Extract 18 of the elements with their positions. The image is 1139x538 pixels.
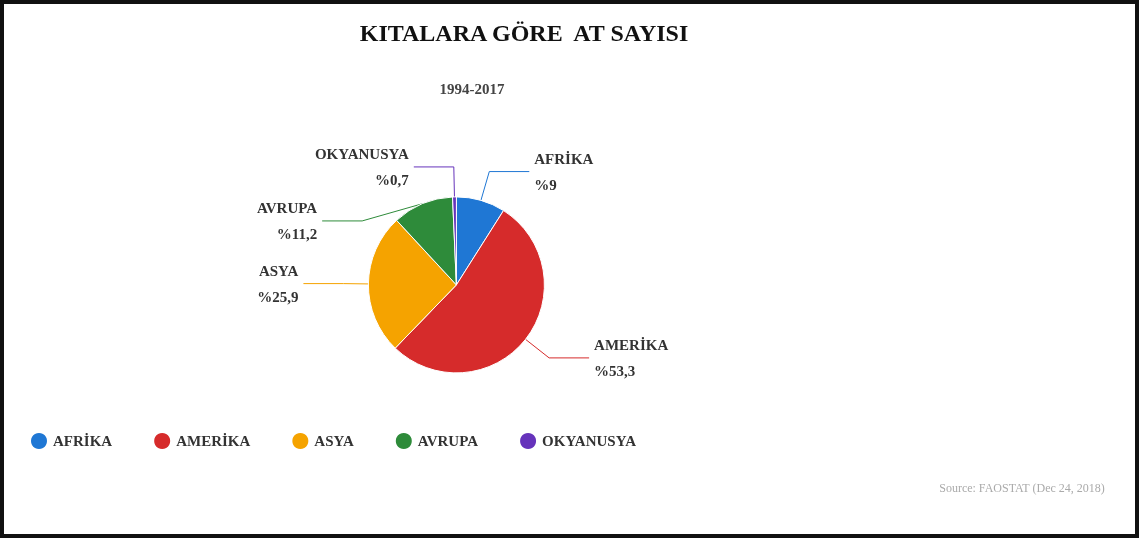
legend-label: AVRUPA	[417, 433, 479, 449]
slice-label: AMERİKA	[594, 336, 669, 353]
data-label: %25,9	[257, 288, 299, 305]
source-note: Source: FAOSTAT (Dec 24, 2018)	[939, 481, 1105, 495]
slice-label: ASYA	[258, 262, 299, 279]
legend-label: OKYANUSYA	[542, 433, 637, 449]
data-label: %0,7	[375, 171, 410, 188]
slice-label: AFRİKA	[534, 150, 594, 167]
legend-label: AMERİKA	[176, 433, 251, 449]
legend-label: ASYA	[314, 433, 354, 449]
data-label: %11,2	[276, 225, 318, 242]
chart-title: KITALARA GÖRE AT SAYISI	[359, 20, 689, 46]
slice-label: OKYANUSYA	[314, 145, 409, 162]
data-label: %9	[534, 176, 557, 193]
chart-subtitle: 1994-2017	[439, 80, 505, 97]
data-label: %53,3	[594, 362, 636, 379]
legend-label: AFRİKA	[53, 433, 113, 449]
slice-label: AVRUPA	[256, 199, 318, 216]
